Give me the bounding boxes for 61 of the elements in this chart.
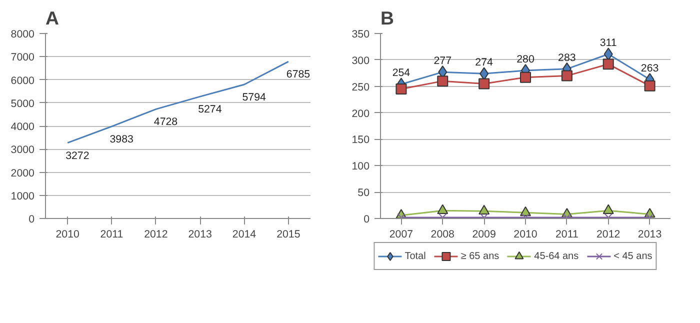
y-tick-label: 8000 bbox=[10, 28, 35, 40]
legend-label: < 45 ans bbox=[614, 250, 652, 262]
y-tick-label: 100 bbox=[352, 160, 370, 173]
y-tick-label: 350 bbox=[352, 28, 370, 40]
y-tick-label: 50 bbox=[358, 187, 370, 200]
point bbox=[604, 48, 613, 61]
x-tick-label: 2013 bbox=[638, 228, 662, 240]
point bbox=[437, 76, 448, 87]
x-tick-label: 2012 bbox=[596, 228, 620, 240]
y-tick-label: 250 bbox=[352, 81, 370, 94]
point bbox=[478, 78, 490, 90]
x-tick-label: 2010 bbox=[514, 228, 538, 240]
y-tick-label: 0 bbox=[364, 214, 370, 226]
data-label: 254 bbox=[392, 67, 410, 80]
data-label: 277 bbox=[434, 55, 452, 68]
data-label: 4728 bbox=[154, 116, 178, 128]
data-label: 263 bbox=[640, 62, 659, 74]
y-tick-label: 0 bbox=[28, 214, 35, 226]
x-tick-label: 2008 bbox=[430, 228, 455, 240]
y-tick-label: 5000 bbox=[10, 98, 35, 110]
point bbox=[644, 80, 656, 92]
point bbox=[561, 70, 572, 82]
x-tick-label: 2009 bbox=[472, 228, 496, 240]
x-tick-label: 2010 bbox=[56, 228, 80, 240]
x-tick-label: 2013 bbox=[188, 228, 212, 240]
y-tick-label: 7000 bbox=[10, 52, 35, 64]
data-label: 274 bbox=[475, 56, 494, 69]
y-tick-label: 3000 bbox=[10, 144, 35, 156]
y-tick-label: 2000 bbox=[10, 167, 35, 180]
y-tick-label: 1000 bbox=[10, 190, 35, 202]
chart-title: A bbox=[46, 8, 59, 28]
x-tick-label: 2012 bbox=[144, 228, 168, 240]
x-tick-label: 2011 bbox=[100, 228, 124, 240]
point bbox=[602, 58, 614, 70]
y-tick-label: 300 bbox=[352, 54, 370, 67]
chart-title: B bbox=[380, 8, 394, 28]
point bbox=[480, 67, 489, 80]
x-tick-label: 2014 bbox=[232, 228, 256, 240]
y-tick-label: 150 bbox=[352, 134, 370, 146]
point bbox=[478, 204, 490, 214]
x-tick-label: 2011 bbox=[555, 228, 578, 240]
point bbox=[520, 72, 531, 83]
y-tick-label: 200 bbox=[352, 108, 370, 120]
legend-label: ≥ 65 ans bbox=[460, 250, 500, 262]
data-label: 5794 bbox=[242, 92, 266, 104]
data-label: 311 bbox=[600, 37, 617, 50]
point bbox=[437, 204, 448, 214]
data-label: 280 bbox=[516, 54, 534, 66]
data-label: 3983 bbox=[110, 133, 134, 146]
point bbox=[602, 204, 614, 214]
data-label: 5274 bbox=[198, 104, 222, 116]
x-tick-label: 2007 bbox=[389, 228, 414, 240]
data-label: 6785 bbox=[286, 68, 310, 81]
data-label: 3272 bbox=[66, 150, 90, 162]
legend-label: Total bbox=[404, 250, 426, 262]
point bbox=[396, 84, 407, 94]
x-tick-label: 2015 bbox=[276, 228, 300, 240]
y-tick-label: 4000 bbox=[10, 121, 35, 133]
data-label: 283 bbox=[558, 52, 576, 64]
y-tick-label: 6000 bbox=[10, 74, 35, 87]
legend-label: 45-64 ans bbox=[534, 250, 579, 262]
